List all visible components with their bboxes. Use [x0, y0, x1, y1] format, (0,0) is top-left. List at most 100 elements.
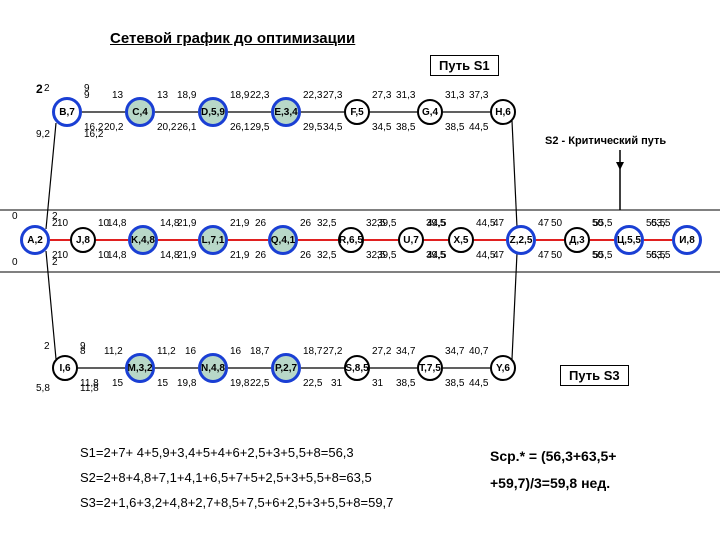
node-C-4: C,4 — [125, 97, 155, 127]
value-label: 0 — [12, 211, 18, 222]
value-label: 32,5 — [317, 250, 336, 261]
value-label: 21,9 — [230, 250, 249, 261]
node-R-6-5: R,6,5 — [338, 227, 364, 253]
value-label: 44,5 — [469, 122, 488, 133]
value-label: 16,2 — [84, 122, 103, 133]
value-label: 26,1 — [177, 122, 196, 133]
value-label: 34,5 — [323, 122, 342, 133]
formula-s3: S3=2+1,6+3,2+4,8+2,7+8,5+7,5+6+2,5+3+5,5… — [80, 495, 393, 510]
node-Ц-5-5: Ц,5,5 — [614, 225, 644, 255]
value-label: 11,2 — [104, 346, 123, 357]
value-label: 2 — [44, 341, 50, 352]
node-L-7-1: L,7,1 — [198, 225, 228, 255]
value-label: 38,5 — [445, 122, 464, 133]
node-G-4: G,4 — [417, 99, 443, 125]
start-index-label: 2 — [36, 82, 43, 96]
value-label: 11,2 — [157, 346, 176, 357]
value-label: 39,5 — [377, 250, 396, 261]
value-label: 16 — [185, 346, 196, 357]
value-label: 26 — [300, 218, 311, 229]
value-label: 47 — [538, 250, 549, 261]
value-label: 22,5 — [303, 378, 322, 389]
value-label: 44,5 — [427, 250, 446, 261]
node-F-5: F,5 — [344, 99, 370, 125]
node-P-2-7: P,2,7 — [271, 353, 301, 383]
value-label: 29,5 — [250, 122, 269, 133]
node-И-8: И,8 — [672, 225, 702, 255]
value-label: 47 — [493, 250, 504, 261]
value-label: 14,8 — [107, 218, 126, 229]
value-label: 63,5 — [651, 218, 670, 229]
node-X-5: X,5 — [448, 227, 474, 253]
value-label: 27,3 — [372, 90, 391, 101]
node-I-6: I,6 — [52, 355, 78, 381]
scp-line-0: Sср.* = (56,3+63,5+ — [490, 448, 616, 464]
path-box-s3: Путь S3 — [560, 365, 629, 386]
path-box-s1: Путь S1 — [430, 55, 499, 76]
value-label: 9 — [84, 90, 90, 101]
value-label: 18,9 — [230, 90, 249, 101]
value-label: 26 — [255, 218, 266, 229]
value-label: 55,5 — [593, 218, 612, 229]
value-label: 21,9 — [230, 218, 249, 229]
value-label: 26 — [255, 250, 266, 261]
value-label: 50 — [551, 250, 562, 261]
value-label: 15 — [157, 378, 168, 389]
value-label: 8 — [80, 346, 86, 357]
value-label: 34,7 — [445, 346, 464, 357]
value-label: 27,2 — [323, 346, 342, 357]
value-label: 32,5 — [317, 218, 336, 229]
value-label: 18,7 — [250, 346, 269, 357]
value-label: 27,3 — [323, 90, 342, 101]
node-J-8: J,8 — [70, 227, 96, 253]
value-label: 22,5 — [250, 378, 269, 389]
value-label: 38,5 — [396, 122, 415, 133]
value-label: 19,8 — [230, 378, 249, 389]
value-label: 14,8 — [107, 250, 126, 261]
value-label: 26 — [300, 250, 311, 261]
node-E-3-4: E,3,4 — [271, 97, 301, 127]
value-label: 22,3 — [303, 90, 322, 101]
value-label: 31 — [372, 378, 383, 389]
value-label: 16 — [230, 346, 241, 357]
value-label: 15 — [112, 378, 123, 389]
value-label: 38,5 — [445, 378, 464, 389]
value-label: 0 — [12, 257, 18, 268]
value-label: 31,3 — [396, 90, 415, 101]
value-label: 5,8 — [36, 383, 50, 394]
node-D-5-9: D,5,9 — [198, 97, 228, 127]
value-label: 44,5 — [427, 218, 446, 229]
value-label: 55,5 — [593, 250, 612, 261]
node-Д-3: Д,3 — [564, 227, 590, 253]
value-label: 13 — [157, 90, 168, 101]
value-label: 22,3 — [250, 90, 269, 101]
value-label: 20,2 — [157, 122, 176, 133]
node-Z-2-5: Z,2,5 — [506, 225, 536, 255]
value-label: 9,2 — [36, 129, 50, 140]
node-T-7-5: T,7,5 — [417, 355, 443, 381]
value-label: 47 — [538, 218, 549, 229]
value-label: 11,8 — [80, 378, 99, 389]
node-N-4-8: N,4,8 — [198, 353, 228, 383]
value-label: 13 — [112, 90, 123, 101]
value-label: 19,8 — [177, 378, 196, 389]
node-Y-6: Y,6 — [490, 355, 516, 381]
node-S-8-5: S,8,5 — [344, 355, 370, 381]
value-label: 31,3 — [445, 90, 464, 101]
value-label: 10 — [57, 218, 68, 229]
value-label: 29,5 — [303, 122, 322, 133]
value-label: 21,9 — [177, 218, 196, 229]
scp-line-1: +59,7)/3=59,8 нед. — [490, 475, 610, 491]
value-label: 26,1 — [230, 122, 249, 133]
node-B-7: B,7 — [52, 97, 82, 127]
value-label: 63,5 — [651, 250, 670, 261]
node-M-3-2: M,3,2 — [125, 353, 155, 383]
s2-critical-label: S2 - Критический путь — [545, 135, 666, 147]
value-label: 20,2 — [104, 122, 123, 133]
value-label: 21,9 — [177, 250, 196, 261]
value-label: 47 — [493, 218, 504, 229]
value-label: 27,2 — [372, 346, 391, 357]
node-Q-4-1: Q,4,1 — [268, 225, 298, 255]
value-label: 38,5 — [396, 378, 415, 389]
value-label: 18,7 — [303, 346, 322, 357]
